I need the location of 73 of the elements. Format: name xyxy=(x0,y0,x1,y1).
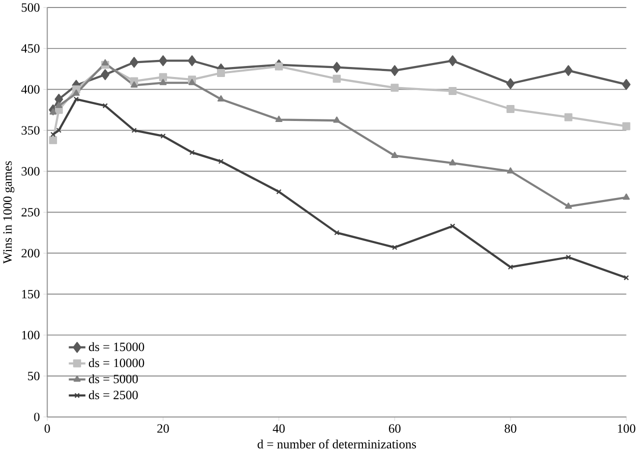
point xyxy=(622,79,631,90)
point xyxy=(216,69,225,78)
y-tick-label: 300 xyxy=(22,167,40,176)
point xyxy=(158,55,168,66)
x-tick-label: 60 xyxy=(388,424,401,433)
point xyxy=(391,152,398,158)
point xyxy=(566,254,572,260)
y-tick-label: 50 xyxy=(28,372,40,380)
point xyxy=(450,224,456,229)
point xyxy=(622,122,630,130)
x-tick-label: 40 xyxy=(272,424,285,433)
point xyxy=(218,158,224,164)
point xyxy=(333,116,340,123)
point xyxy=(564,65,573,76)
y-tick-label: 450 xyxy=(21,44,40,53)
point xyxy=(74,96,79,102)
point xyxy=(564,202,572,209)
point xyxy=(72,90,80,96)
point xyxy=(100,69,110,80)
point xyxy=(188,79,196,86)
point xyxy=(49,136,58,144)
y-tick-label: 100 xyxy=(22,330,40,340)
point xyxy=(508,264,514,270)
point xyxy=(131,128,137,134)
point xyxy=(217,95,225,102)
point xyxy=(55,102,62,108)
x-axis-title: d = number of determinizations xyxy=(258,440,416,449)
point xyxy=(102,59,109,66)
point xyxy=(130,57,138,68)
point xyxy=(334,230,340,236)
point xyxy=(564,113,572,122)
point xyxy=(274,62,283,71)
legend-label: ds = 10000 xyxy=(88,358,144,368)
point xyxy=(390,84,399,92)
point xyxy=(130,81,138,88)
point xyxy=(159,73,168,82)
point xyxy=(448,55,457,66)
point xyxy=(275,116,282,122)
point xyxy=(332,62,342,73)
y-tick-label: 250 xyxy=(22,208,40,217)
legend-label: ds = 2500 xyxy=(88,390,138,400)
y-axis-title: Wins in 1000 games xyxy=(3,161,14,264)
y-tick-label: 400 xyxy=(21,85,40,94)
legend-label: ds = 15000 xyxy=(88,342,144,352)
point xyxy=(189,150,195,156)
x-tick-label: 0 xyxy=(44,424,50,433)
point xyxy=(449,159,456,166)
point xyxy=(160,134,166,139)
point xyxy=(50,108,57,115)
point xyxy=(622,194,630,200)
point xyxy=(54,94,64,105)
y-tick-label: 500 xyxy=(22,3,40,12)
y-tick-label: 350 xyxy=(22,126,40,135)
x-tick-label: 80 xyxy=(504,424,516,433)
point xyxy=(56,128,62,134)
line-series xyxy=(50,96,629,281)
point xyxy=(506,78,515,90)
legend-label: ds = 5000 xyxy=(88,374,138,384)
point xyxy=(276,189,282,195)
point xyxy=(448,87,457,96)
y-tick-label: 200 xyxy=(22,249,40,258)
y-tick-label: 0 xyxy=(34,412,40,422)
point xyxy=(392,244,398,250)
point xyxy=(390,65,399,76)
point xyxy=(102,103,108,109)
y-tick-label: 150 xyxy=(22,290,40,299)
point xyxy=(188,55,196,66)
point xyxy=(506,167,514,174)
point xyxy=(332,74,341,83)
x-tick-label: 20 xyxy=(157,424,169,433)
point xyxy=(160,79,167,86)
point xyxy=(506,105,514,114)
x-tick-label: 100 xyxy=(618,424,636,433)
